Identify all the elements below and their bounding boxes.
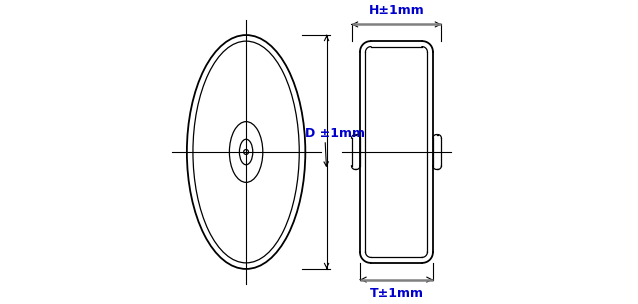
Text: H±1mm: H±1mm bbox=[369, 4, 424, 17]
Text: T±1mm: T±1mm bbox=[369, 287, 424, 300]
Text: D ±1mm: D ±1mm bbox=[306, 127, 366, 140]
